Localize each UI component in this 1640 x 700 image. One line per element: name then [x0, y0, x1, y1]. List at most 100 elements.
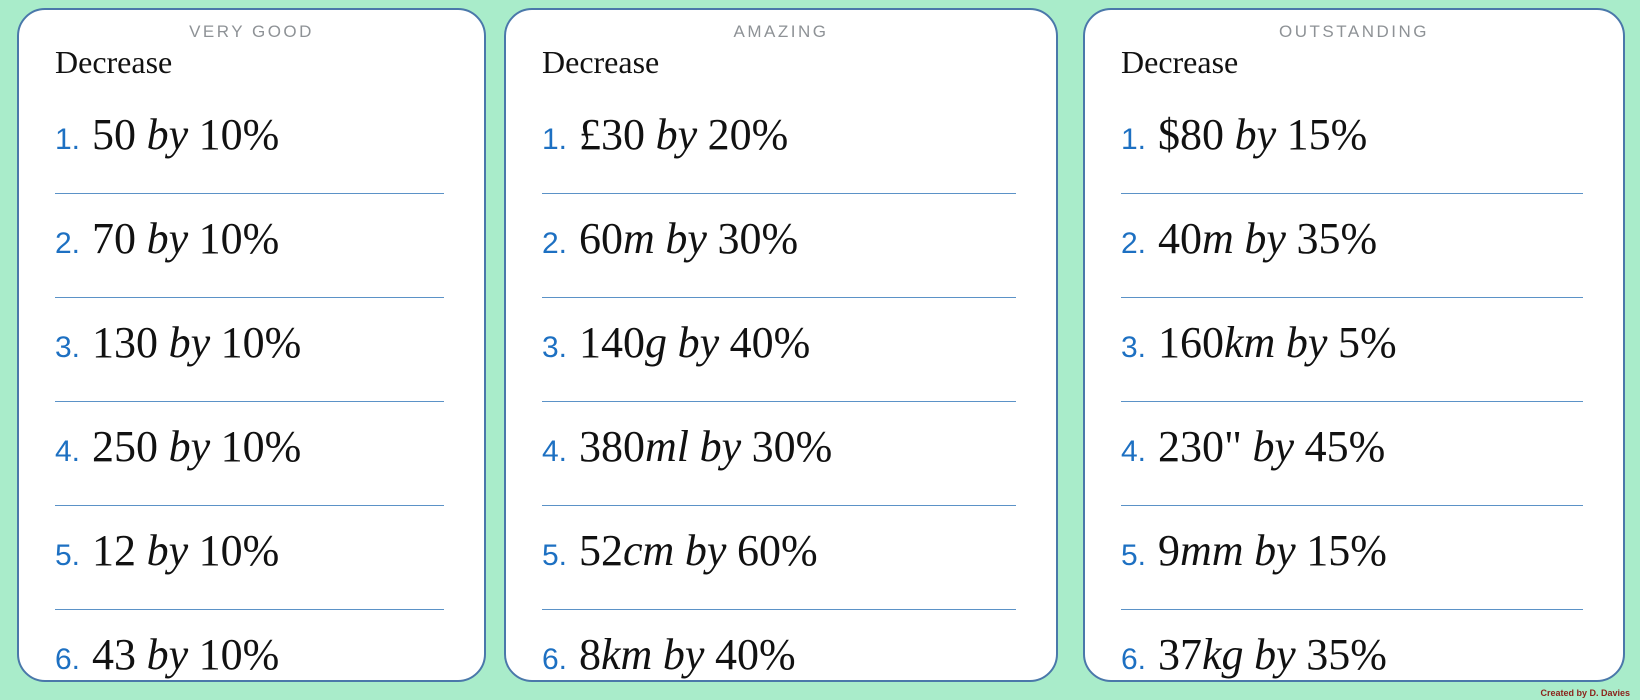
- question-text: 52cm by 60%: [579, 526, 818, 575]
- question-by-word: by: [146, 526, 189, 575]
- question-by-word: by: [146, 214, 189, 263]
- question-percent: 35%: [1306, 630, 1387, 679]
- question-text: 250 by 10%: [92, 422, 301, 471]
- question-value: 37: [1158, 630, 1203, 679]
- question-percent: 10%: [198, 110, 280, 159]
- question-number: 4.: [542, 435, 568, 468]
- question-text: 9mm by 15%: [1158, 526, 1387, 575]
- worksheet-card: VERY GOOD Decrease 1. 50 by 10% 2. 70 by 10% 3…: [17, 8, 486, 682]
- question-percent: 10%: [220, 422, 302, 471]
- question-by-word: by: [662, 630, 705, 679]
- worksheet: VERY GOOD Decrease 1. 50 by 10% 2. 70 by 10% 3…: [17, 8, 1625, 682]
- question-value: 50: [92, 110, 137, 159]
- question-value: 40: [1158, 214, 1203, 263]
- question-text: 60m by 30%: [579, 214, 798, 263]
- question-row: 6. 8km by 40%: [542, 610, 1016, 680]
- question-value: 52: [579, 526, 624, 575]
- question-number: 4.: [55, 435, 81, 468]
- question-value: 140: [579, 318, 646, 367]
- question-number: 2.: [55, 227, 81, 260]
- credit-text: Created by D. Davies: [1540, 688, 1630, 698]
- question-by-word: by: [146, 110, 189, 159]
- question-percent: 5%: [1337, 318, 1397, 367]
- question-percent: 10%: [220, 318, 302, 367]
- question-unit: km: [601, 630, 653, 679]
- question-value: $80: [1158, 110, 1225, 159]
- question-percent: 15%: [1286, 110, 1368, 159]
- question-number: 6.: [1121, 643, 1147, 676]
- question-row: 2. 60m by 30%: [542, 194, 1016, 298]
- question-unit: g: [645, 318, 668, 367]
- question-row: 4. 380ml by 30%: [542, 402, 1016, 506]
- question-percent: 10%: [198, 214, 280, 263]
- question-row: 5. 12 by 10%: [55, 506, 444, 610]
- question-text: 140g by 40%: [579, 318, 810, 367]
- question-by-word: by: [684, 526, 727, 575]
- question-percent: 30%: [717, 214, 799, 263]
- question-value: 12: [92, 526, 137, 575]
- question-by-word: by: [699, 422, 742, 471]
- question-percent: 40%: [729, 318, 811, 367]
- question-by-word: by: [146, 630, 189, 679]
- question-text: 8km by 40%: [579, 630, 796, 679]
- question-percent: 60%: [736, 526, 818, 575]
- question-row: 1. £30 by 20%: [542, 90, 1016, 194]
- question-number: 3.: [55, 331, 81, 364]
- card-title: Decrease: [542, 44, 660, 80]
- question-number: 1.: [1121, 123, 1147, 156]
- question-unit: cm: [623, 526, 675, 575]
- question-value: 160: [1158, 318, 1225, 367]
- question-value: 380: [579, 422, 646, 471]
- question-value: 230": [1158, 422, 1242, 471]
- question-value: 250: [92, 422, 159, 471]
- question-value: 60: [579, 214, 624, 263]
- question-number: 5.: [55, 539, 81, 572]
- question-unit: ml: [645, 422, 690, 471]
- question-row: 3. 130 by 10%: [55, 298, 444, 402]
- question-percent: 45%: [1304, 422, 1386, 471]
- card-difficulty-label: VERY GOOD: [189, 22, 314, 41]
- question-number: 2.: [1121, 227, 1147, 260]
- question-row: 5. 52cm by 60%: [542, 506, 1016, 610]
- question-percent: 10%: [198, 526, 280, 575]
- question-list: 1. $80 by 15% 2. 40m by 35% 3. 160km by 5% 4. 230"…: [1121, 90, 1583, 680]
- question-value: 43: [92, 630, 137, 679]
- question-unit: km: [1224, 318, 1276, 367]
- question-by-word: by: [1254, 526, 1296, 575]
- card-title: Decrease: [55, 44, 173, 80]
- card-title: Decrease: [1121, 44, 1239, 80]
- question-number: 5.: [1121, 539, 1147, 572]
- question-by-word: by: [1234, 110, 1277, 159]
- question-number: 6.: [542, 643, 568, 676]
- question-unit: mm: [1180, 526, 1244, 575]
- question-by-word: by: [665, 214, 707, 263]
- question-percent: 10%: [198, 630, 280, 679]
- question-row: 3. 140g by 40%: [542, 298, 1016, 402]
- question-number: 3.: [1121, 331, 1147, 364]
- question-by-word: by: [168, 318, 211, 367]
- question-row: 6. 43 by 10%: [55, 610, 444, 680]
- question-text: 12 by 10%: [92, 526, 279, 575]
- worksheet-card: AMAZING Decrease 1. £30 by 20% 2. 60m by 30% 3…: [504, 8, 1058, 682]
- question-text: 230" by 45%: [1158, 422, 1385, 471]
- question-row: 1. 50 by 10%: [55, 90, 444, 194]
- question-text: $80 by 15%: [1158, 110, 1367, 159]
- question-value: 8: [579, 630, 602, 679]
- question-text: 70 by 10%: [92, 214, 279, 263]
- question-text: 43 by 10%: [92, 630, 279, 679]
- question-by-word: by: [677, 318, 720, 367]
- question-number: 4.: [1121, 435, 1147, 468]
- question-row: 3. 160km by 5%: [1121, 298, 1583, 402]
- question-list: 1. 50 by 10% 2. 70 by 10% 3. 130 by 10% 4. 250 by 10…: [55, 90, 444, 680]
- question-text: £30 by 20%: [579, 110, 788, 159]
- question-by-word: by: [1244, 214, 1286, 263]
- question-text: 40m by 35%: [1158, 214, 1377, 263]
- question-by-word: by: [1254, 630, 1296, 679]
- card-difficulty-label: OUTSTANDING: [1279, 22, 1429, 41]
- question-number: 2.: [542, 227, 568, 260]
- question-value: 70: [92, 214, 137, 263]
- question-row: 5. 9mm by 15%: [1121, 506, 1583, 610]
- question-value: 130: [92, 318, 159, 367]
- question-by-word: by: [655, 110, 698, 159]
- question-text: 130 by 10%: [92, 318, 301, 367]
